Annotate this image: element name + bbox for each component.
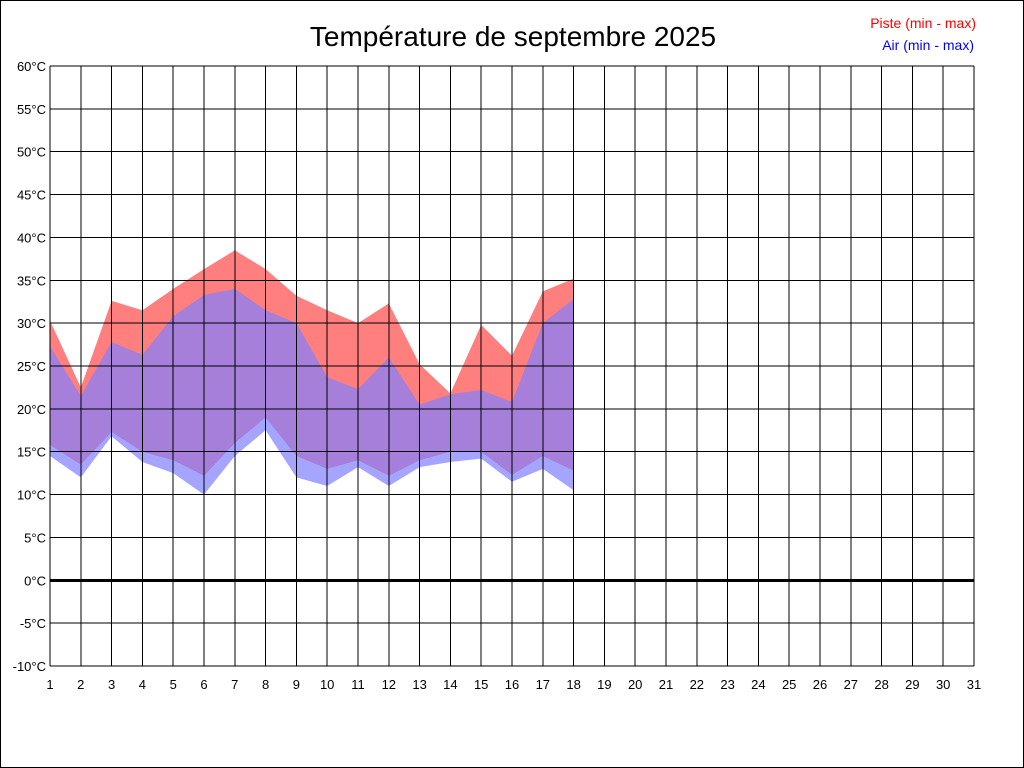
x-tick-label: 16 xyxy=(505,677,519,692)
y-tick-label: 5°C xyxy=(24,530,46,545)
y-tick-label: 55°C xyxy=(17,102,46,117)
x-tick-label: 30 xyxy=(936,677,950,692)
chart-grid xyxy=(49,65,975,667)
x-tick-label: 11 xyxy=(351,677,365,692)
x-tick-label: 17 xyxy=(536,677,550,692)
x-tick-label: 15 xyxy=(474,677,488,692)
x-tick-label: 2 xyxy=(77,677,84,692)
y-tick-label: 30°C xyxy=(17,316,46,331)
y-tick-label: 35°C xyxy=(17,273,46,288)
x-tick-label: 21 xyxy=(659,677,673,692)
x-tick-label: 29 xyxy=(905,677,919,692)
x-tick-label: 9 xyxy=(293,677,300,692)
y-tick-label: 15°C xyxy=(17,445,46,460)
x-tick-label: 6 xyxy=(200,677,207,692)
x-tick-label: 10 xyxy=(320,677,334,692)
y-axis-ticks: -10°C -5°C 0°C 5°C 10°C 15°C 20°C 25°C 30°C 35°C 4… xyxy=(13,59,46,674)
x-tick-label: 8 xyxy=(262,677,269,692)
y-tick-label: -10°C xyxy=(13,659,46,674)
x-tick-label: 31 xyxy=(967,677,981,692)
y-tick-label: 45°C xyxy=(17,188,46,203)
x-tick-label: 23 xyxy=(720,677,734,692)
x-tick-label: 13 xyxy=(412,677,426,692)
x-tick-label: 1 xyxy=(46,677,53,692)
x-tick-label: 25 xyxy=(782,677,796,692)
y-tick-label: -5°C xyxy=(20,616,46,631)
y-tick-label: 25°C xyxy=(17,359,46,374)
x-tick-label: 4 xyxy=(139,677,146,692)
x-axis-ticks: 1 2 3 4 5 6 7 8 9 10 11 12 13 14 15 16 17 18 19 20 21 22 23 24 2… xyxy=(46,677,981,692)
series-area-air xyxy=(50,288,574,495)
x-tick-label: 20 xyxy=(628,677,642,692)
y-tick-label: 40°C xyxy=(17,230,46,245)
y-tick-label: 50°C xyxy=(17,145,46,160)
legend-air: Air (min - max) xyxy=(882,37,974,53)
x-tick-label: 12 xyxy=(382,677,396,692)
x-tick-label: 28 xyxy=(874,677,888,692)
x-tick-label: 7 xyxy=(231,677,238,692)
x-tick-label: 27 xyxy=(844,677,858,692)
x-tick-label: 18 xyxy=(566,677,580,692)
chart-areas xyxy=(50,250,574,495)
x-tick-label: 3 xyxy=(108,677,115,692)
x-tick-label: 5 xyxy=(170,677,177,692)
x-tick-label: 14 xyxy=(443,677,457,692)
x-tick-label: 24 xyxy=(751,677,765,692)
x-tick-label: 22 xyxy=(690,677,704,692)
y-tick-label: 60°C xyxy=(17,59,46,74)
chart-title: Température de septembre 2025 xyxy=(310,21,716,52)
y-tick-label: 0°C xyxy=(24,573,46,588)
legend-piste: Piste (min - max) xyxy=(870,15,976,31)
x-tick-label: 26 xyxy=(813,677,827,692)
y-tick-label: 10°C xyxy=(17,488,46,503)
x-tick-label: 19 xyxy=(597,677,611,692)
y-tick-label: 20°C xyxy=(17,402,46,417)
